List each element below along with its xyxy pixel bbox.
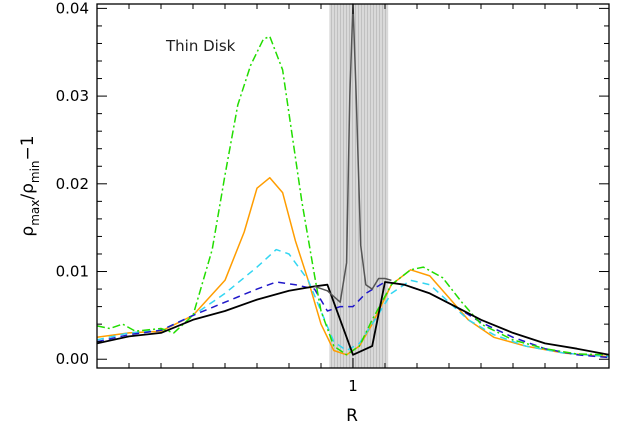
- y-label-slash: /: [18, 194, 38, 200]
- y-tick-label: 0.01: [56, 263, 89, 281]
- y-tick-label: 0.04: [56, 0, 89, 17]
- y-label-rho-2: ρ: [18, 183, 38, 194]
- thin-disk-annotation: Thin Disk: [165, 37, 236, 55]
- y-label-sub-max: max: [28, 200, 42, 226]
- series-layer: [96, 3, 610, 359]
- series-line-1: [96, 176, 610, 358]
- series-line-4: [96, 35, 610, 356]
- y-tick-label: 0.02: [56, 175, 89, 193]
- y-tick-label: 0.03: [56, 87, 89, 105]
- x-tick-label: 1: [348, 377, 358, 395]
- tick-labels: 0.00 0.01 0.02 0.03 0.04 1: [56, 0, 358, 395]
- y-tick-label: 0.00: [56, 350, 89, 368]
- y-label-tail: −1: [18, 135, 38, 160]
- series-line-3: [96, 281, 610, 359]
- y-axis-label: ρmax/ρmin−1: [18, 135, 42, 236]
- series-line-6: [314, 3, 392, 303]
- axis-ticks: [97, 4, 609, 368]
- y-label-sub-min: min: [28, 160, 42, 183]
- y-label-rho-1: ρ: [18, 226, 38, 237]
- series-line-2: [96, 248, 610, 358]
- series-line-5: [96, 281, 610, 356]
- x-axis-label: R: [346, 406, 358, 426]
